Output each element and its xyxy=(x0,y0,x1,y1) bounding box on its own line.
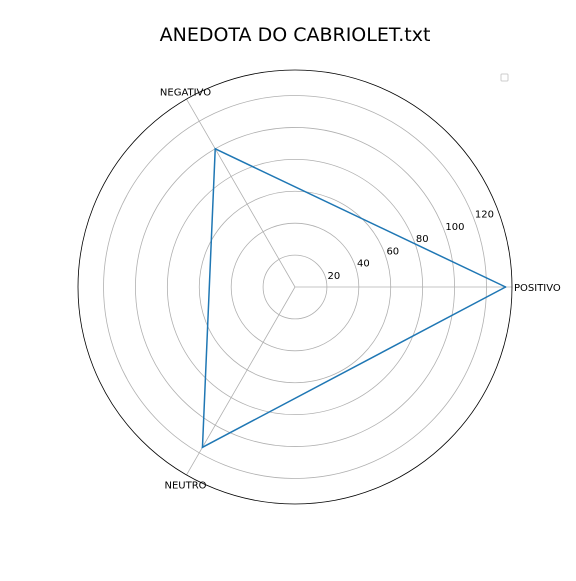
data-point xyxy=(504,286,507,288)
legend-box xyxy=(500,73,509,82)
label-layer: 20 40 60 80 100 120 POSITIVO NEGATIVO NEUTRO xyxy=(160,87,561,491)
radial-tick-label: 20 xyxy=(327,271,340,282)
spoke-line xyxy=(186,286,296,476)
data-point xyxy=(201,446,204,449)
radial-tick-label: 100 xyxy=(445,222,464,233)
radial-tick-label: 40 xyxy=(357,259,370,270)
chart-title: ANEDOTA DO CABRIOLET.txt xyxy=(160,24,431,46)
radial-tick-label: 60 xyxy=(386,246,399,257)
data-layer xyxy=(201,147,507,449)
radial-tick-label: 120 xyxy=(475,210,494,221)
category-label: POSITIVO xyxy=(514,283,561,294)
radial-tick-label: 80 xyxy=(416,234,429,245)
outer-frame xyxy=(77,69,513,505)
spoke-line xyxy=(186,98,296,288)
grid-layer xyxy=(77,69,513,505)
category-label: NEUTRO xyxy=(164,481,206,492)
category-label: NEGATIVO xyxy=(160,87,211,98)
series-line xyxy=(201,147,506,449)
data-point xyxy=(214,148,217,150)
